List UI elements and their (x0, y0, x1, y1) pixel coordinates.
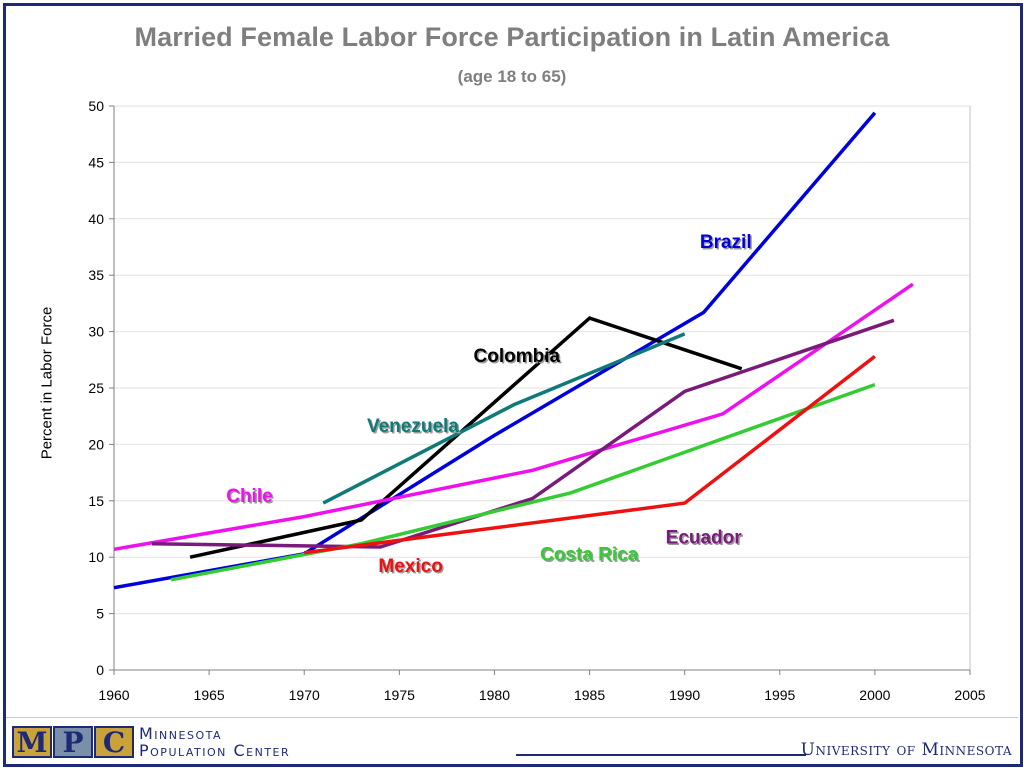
x-tick-label: 1980 (479, 687, 510, 703)
footer-rule (516, 754, 806, 756)
axes: 0 5 10 15 20 25 30 35 40 45 50 1960 1965 1970 1975 1980… (88, 98, 985, 703)
series-label-shadow-chile: Chile (228, 487, 274, 508)
y-tick-label: 35 (88, 267, 104, 283)
x-tick-label: 1965 (194, 687, 225, 703)
x-tick-label: 2005 (954, 687, 985, 703)
series-label-shadow-brazil: Brazil (701, 234, 753, 255)
series-label-colombia: Colombia (474, 346, 561, 367)
y-tick-label: 45 (88, 154, 104, 170)
series-label-shadow-venezuela: Venezuela (368, 417, 460, 438)
university-name: University of Minnesota (800, 740, 1012, 760)
x-tick-label: 1990 (669, 687, 700, 703)
series-label-brazil: Brazil (700, 232, 752, 253)
logo-letter-m: M (12, 726, 52, 759)
chart-subtitle: (age 18 to 65) (457, 67, 567, 86)
footer-bar: M P C Minnesota Population Center Univer… (6, 717, 1018, 762)
series-label-shadow-ecuador: Ecuador (667, 529, 744, 550)
y-tick-label: 0 (96, 662, 104, 678)
y-tick-label: 50 (88, 98, 104, 114)
series-label-shadow-colombia: Colombia (475, 348, 562, 369)
series-label-venezuela: Venezuela (367, 416, 459, 437)
x-tick-label: 1975 (384, 687, 415, 703)
org-name-line1: Minnesota (139, 724, 222, 743)
logo-letter-c: C (94, 726, 134, 759)
slide-frame (3, 3, 1023, 767)
series-lines (113, 111, 914, 590)
series-label-shadow-costa-rica: Costa Rica (542, 546, 641, 567)
y-tick-label: 15 (88, 493, 104, 509)
org-name: Minnesota Population Center (139, 725, 290, 759)
series-label-costa-rica: Costa Rica (540, 545, 639, 566)
series-line-ecuador (151, 318, 895, 549)
org-name-line2: Population Center (139, 741, 291, 760)
series-labels: BrazilBrazilColombiaColombiaVenezuelaVen… (226, 232, 753, 578)
series-label-shadow-mexico: Mexico (380, 557, 444, 578)
series-line-costa-rica (170, 382, 876, 582)
mpc-logo: M P C (12, 726, 134, 759)
y-tick-label: 40 (88, 211, 104, 227)
x-tick-label: 1960 (98, 687, 129, 703)
line-chart: 0 5 10 15 20 25 30 35 40 45 50 1960 1965 1970 1975 1980… (88, 98, 985, 703)
series-label-ecuador: Ecuador (666, 528, 743, 549)
series-label-mexico: Mexico (378, 556, 442, 577)
series-line-chile (113, 282, 914, 552)
x-tick-label: 2000 (859, 687, 890, 703)
y-tick-label: 30 (88, 324, 104, 340)
series-line-mexico (303, 355, 876, 555)
series-label-chile: Chile (226, 486, 272, 507)
series-line-venezuela (322, 332, 686, 505)
y-tick-label: 10 (88, 549, 104, 565)
chart-title: Married Female Labor Force Participation… (134, 22, 890, 52)
x-tick-label: 1970 (289, 687, 320, 703)
y-tick-label: 20 (88, 436, 104, 452)
logo-letter-p: P (53, 726, 93, 759)
x-tick-label: 1995 (764, 687, 795, 703)
x-tick-label: 1985 (574, 687, 605, 703)
gridlines (113, 105, 971, 671)
y-tick-label: 25 (88, 380, 104, 396)
y-tick-label: 5 (96, 606, 104, 622)
